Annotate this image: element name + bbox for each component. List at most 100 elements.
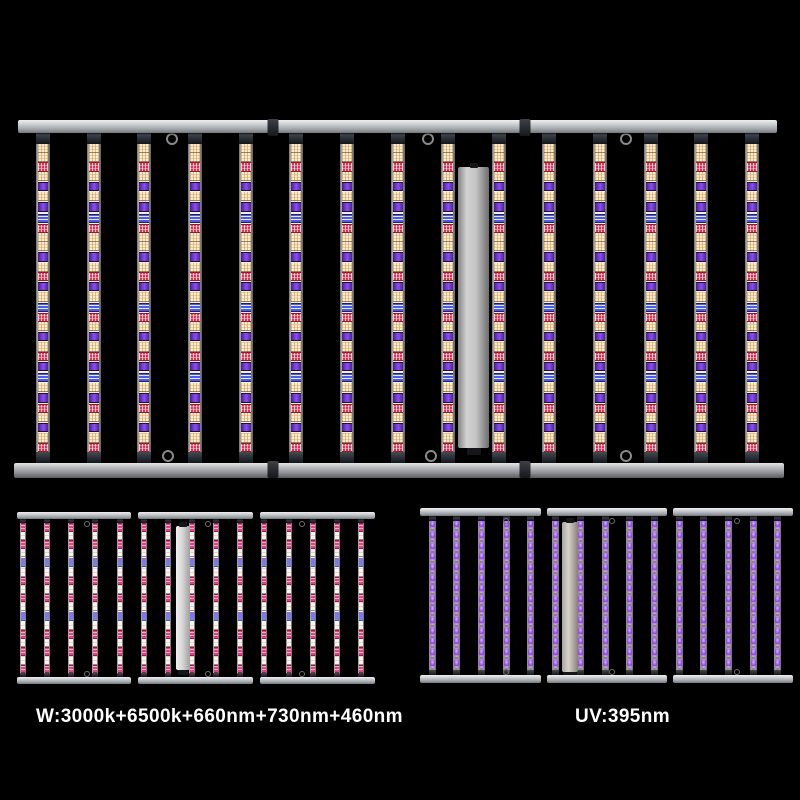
- led-module-R: [645, 351, 656, 361]
- solder-pad: [529, 582, 533, 585]
- led-bar: [643, 133, 658, 463]
- led-module-W: [341, 321, 352, 332]
- solder-pad: [776, 657, 780, 659]
- led-module-W: [38, 433, 48, 443]
- led-module-B: [544, 302, 555, 312]
- solder-pad: [677, 625, 681, 628]
- uv-led-dot: [602, 638, 608, 645]
- solder-pad: [776, 646, 780, 649]
- uv-led-dot: [627, 617, 633, 624]
- bar-end-connector: [552, 670, 560, 675]
- uv-led: [627, 649, 633, 660]
- led-module-w: [190, 531, 194, 541]
- led-module-R: [392, 312, 403, 322]
- led-module-V: [310, 558, 315, 567]
- led-module-w: [190, 655, 194, 665]
- led-module-W: [544, 383, 555, 393]
- uv-led-dot: [553, 553, 559, 560]
- led-module-K: [93, 540, 98, 549]
- led-module-w: [238, 655, 243, 665]
- led-module-R: [645, 312, 656, 322]
- solder-pad: [751, 603, 755, 606]
- solder-pad: [727, 582, 730, 585]
- led-module-w: [334, 531, 339, 541]
- led-module-P: [696, 202, 707, 212]
- uv-led-dot: [429, 585, 435, 592]
- bar-end-connector: [441, 452, 456, 463]
- solder-pad: [776, 550, 780, 553]
- led-module-w: [117, 567, 122, 577]
- solder-pad: [776, 561, 780, 564]
- solder-pad: [727, 614, 730, 617]
- led-module-P: [291, 423, 302, 433]
- led-module-P: [696, 181, 707, 192]
- uv-led: [478, 521, 484, 532]
- led-module-w: [190, 638, 194, 648]
- solder-pad: [455, 593, 459, 596]
- led-module-w: [45, 602, 50, 611]
- led-module-K: [262, 540, 267, 549]
- led-bar: [576, 516, 584, 675]
- led-module-W: [747, 171, 757, 181]
- solder-pad: [578, 657, 582, 659]
- solder-pad: [628, 561, 632, 564]
- led-module-P: [38, 181, 48, 192]
- uv-led-dot: [429, 531, 435, 538]
- led-module-W: [189, 242, 200, 252]
- uv-led: [577, 521, 583, 532]
- led-module-P: [392, 282, 403, 292]
- uv-led-dot: [478, 595, 484, 602]
- led-module-P: [747, 393, 757, 403]
- bar-end-connector: [358, 519, 364, 523]
- uv-led-dot: [726, 627, 731, 634]
- led-module-B: [595, 302, 605, 312]
- uv-led: [750, 531, 756, 543]
- led-module-W: [341, 292, 352, 302]
- uv-led-dot: [726, 574, 731, 581]
- led-module-W: [595, 192, 605, 202]
- led-module-P: [189, 332, 200, 342]
- led-module-K: [286, 523, 291, 532]
- led-module-R: [139, 312, 150, 322]
- led-module-W: [443, 144, 454, 154]
- solder-pad: [578, 667, 582, 670]
- uv-led: [651, 553, 657, 564]
- uv-led-dot: [651, 521, 657, 528]
- led-module-V: [141, 611, 146, 621]
- led-module-w: [141, 638, 146, 648]
- led-module-W: [139, 171, 150, 181]
- led-module-P: [240, 202, 251, 212]
- led-module-W: [88, 242, 99, 252]
- led-module-w: [93, 585, 98, 594]
- led-module-R: [291, 162, 302, 172]
- bar-end-connector: [213, 519, 220, 523]
- uv-led: [429, 542, 435, 553]
- led-module-W: [291, 292, 302, 302]
- led-module-P: [88, 252, 99, 262]
- uv-led: [577, 627, 583, 638]
- led-module-w: [262, 655, 267, 665]
- led-module-R: [38, 403, 48, 413]
- uv-led-dot: [503, 606, 509, 613]
- uv-led: [726, 542, 731, 553]
- bar-end-connector: [92, 519, 99, 523]
- uv-led: [429, 617, 435, 628]
- led-module-w: [286, 567, 291, 577]
- uv-led: [553, 638, 559, 649]
- solder-pad: [554, 561, 558, 564]
- led-module-P: [38, 282, 48, 292]
- led-module-w: [238, 531, 243, 541]
- led-module-w: [214, 638, 219, 648]
- led-strip: [602, 521, 608, 670]
- led-module-W: [696, 232, 707, 243]
- led-module-W: [595, 433, 605, 443]
- bloom-light-fixture: [17, 512, 375, 685]
- led-module-P: [88, 282, 99, 292]
- bar-end-connector: [189, 519, 195, 523]
- uv-led: [701, 595, 707, 606]
- solder-pad: [603, 571, 607, 574]
- led-bar: [44, 519, 51, 677]
- led-bar: [390, 133, 405, 463]
- mounting-rail-section: [673, 508, 793, 516]
- solder-pad: [776, 603, 780, 606]
